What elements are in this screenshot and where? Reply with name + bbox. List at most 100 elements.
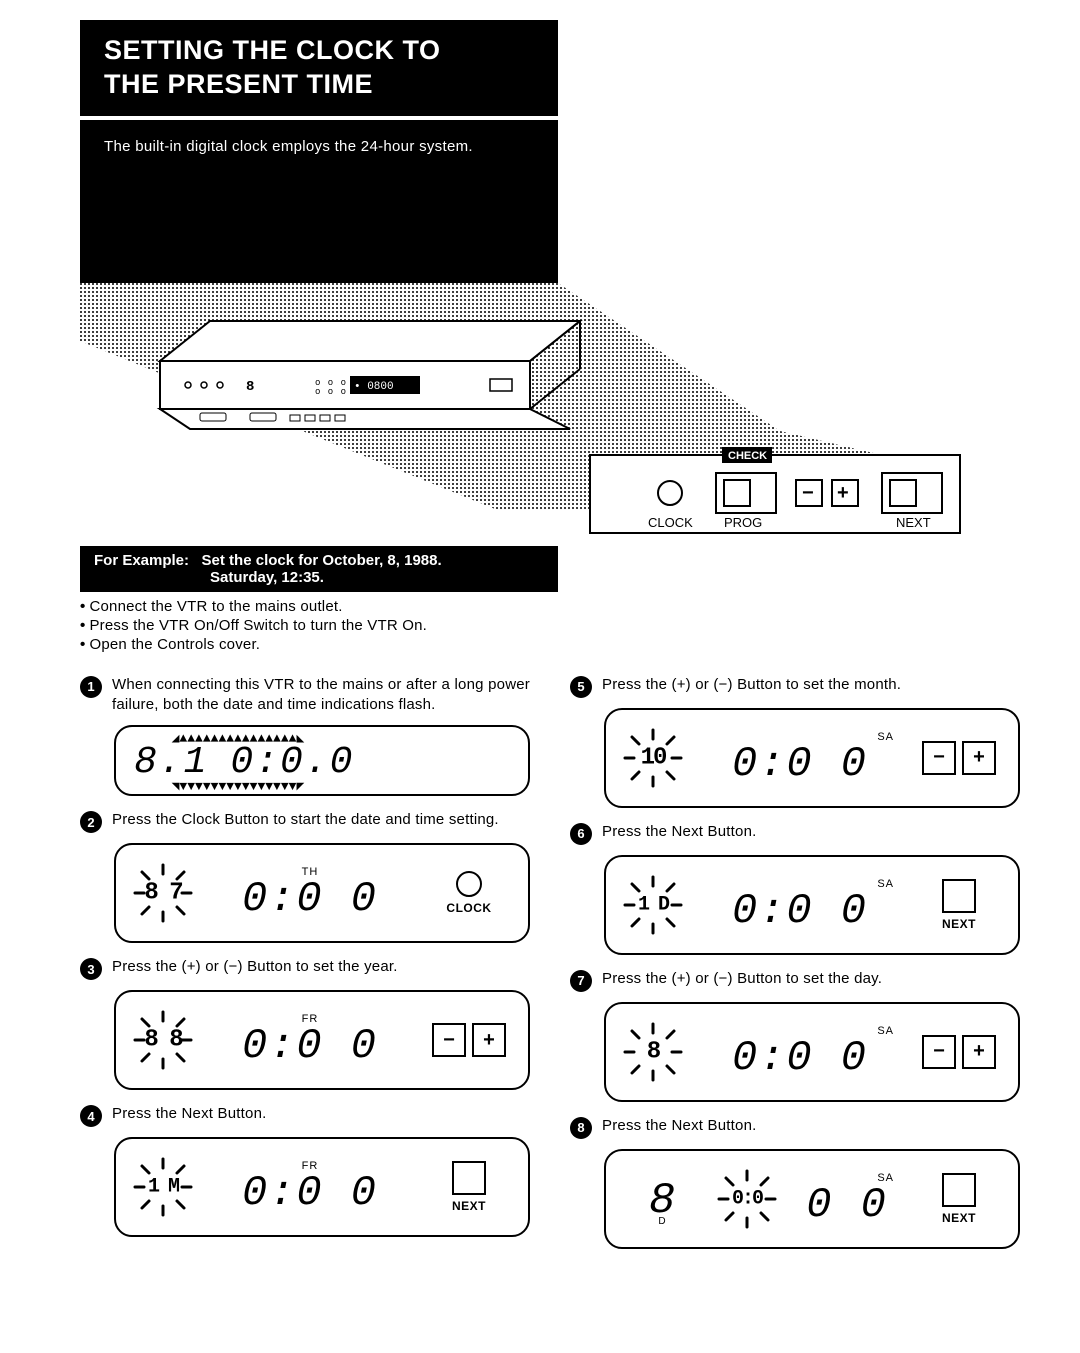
seg-display: 0:0 0 xyxy=(698,743,902,785)
step-3: 3 Press the (+) or (−) Button to set the… xyxy=(80,957,530,1090)
prelim-list: Connect the VTR to the mains outlet. Pre… xyxy=(80,598,540,653)
panel-controls: − + xyxy=(916,1035,1002,1069)
date-value: 8 D xyxy=(622,1176,702,1222)
example-bar: For Example: Set the clock for October, … xyxy=(80,546,558,592)
sun-indicator: 8 8 xyxy=(132,1009,194,1071)
flash-seg-left: 8.1 xyxy=(134,745,208,781)
next-label: NEXT xyxy=(942,1211,976,1225)
display-panel: 8 D 0:0 SA 0 0 xyxy=(604,1149,1020,1249)
step-number: 4 xyxy=(80,1105,102,1127)
sun-value: 8 8 xyxy=(144,1027,181,1054)
sun-indicator: 0:0 xyxy=(716,1168,778,1230)
seg-display: 0:0 0 xyxy=(208,1025,412,1067)
seg-display: 0:0 0 xyxy=(208,878,412,920)
panel-controls: − + xyxy=(916,741,1002,775)
sun-indicator: 10 xyxy=(622,727,684,789)
example-line2: Saturday, 12:35. xyxy=(210,569,544,586)
step-text: Press the Clock Button to start the date… xyxy=(112,810,499,830)
step-number: 2 xyxy=(80,811,102,833)
svg-text:+: + xyxy=(837,482,849,504)
next-button[interactable] xyxy=(452,1161,486,1195)
step-2: 2 Press the Clock Button to start the da… xyxy=(80,810,530,943)
display-panel: 8 8 FR 0:0 0 − + xyxy=(114,990,530,1090)
sun-value: 1 D xyxy=(638,893,668,916)
plus-button[interactable]: + xyxy=(962,1035,996,1069)
sun-value: 8 7 xyxy=(144,880,181,907)
next-label: NEXT xyxy=(452,1199,486,1213)
step-text: Press the Next Button. xyxy=(602,1116,756,1136)
sun-indicator: 8 xyxy=(622,1021,684,1083)
next-button[interactable] xyxy=(942,879,976,913)
minus-button[interactable]: − xyxy=(922,741,956,775)
sun-value: 1 M xyxy=(148,1176,178,1199)
step-text: Press the (+) or (−) Button to set the y… xyxy=(112,957,398,977)
svg-text:o o o: o o o xyxy=(315,387,347,397)
step-4: 4 Press the Next Button. 1 M xyxy=(80,1104,530,1237)
step-number: 1 xyxy=(80,676,102,698)
svg-text:• 0800: • 0800 xyxy=(354,381,394,393)
panel-controls: NEXT xyxy=(916,1173,1002,1225)
step-1: 1 When connecting this VTR to the mains … xyxy=(80,675,530,797)
display-panel: 1 M FR 0:0 0 NEXT xyxy=(114,1137,530,1237)
seg-display: 0:0 0 xyxy=(698,1037,902,1079)
hero-clock-label: CLOCK xyxy=(648,515,693,530)
flash-seg-right: 0:0.0 xyxy=(230,745,354,781)
title-block: SETTING THE CLOCK TO THE PRESENT TIME xyxy=(80,20,558,116)
step-5: 5 Press the (+) or (−) Button to set the… xyxy=(570,675,1020,808)
intro-text: The built-in digital clock employs the 2… xyxy=(104,138,473,155)
minus-button[interactable]: − xyxy=(432,1023,466,1057)
svg-text:8: 8 xyxy=(246,379,254,395)
prelim-item: Connect the VTR to the mains outlet. xyxy=(80,598,540,615)
step-text: Press the Next Button. xyxy=(112,1104,266,1124)
display-panel: 10 SA 0:0 0 − + xyxy=(604,708,1020,808)
page-title: SETTING THE CLOCK TO THE PRESENT TIME xyxy=(104,34,534,102)
sun-value: 0:0 xyxy=(732,1187,762,1210)
display-panel-flash: XX ◢▲▲▲▲▲▲▲▲▲▲▲▲▲▲▲◣ 8.1 0:0.0 XX ◥▼▼▼▼▼… xyxy=(114,725,530,796)
flash-tri-bot: ◥▼▼▼▼▼▼▼▼▼▼▼▼▼▼▼◤ xyxy=(172,781,305,793)
sun-value: 10 xyxy=(641,744,666,771)
step-number: 6 xyxy=(570,823,592,845)
seg-display: 0:0 0 xyxy=(208,1172,412,1214)
example-line1: Set the clock for October, 8, 1988. xyxy=(202,552,442,569)
example-prefix: For Example: xyxy=(94,552,189,569)
display-panel: 1 D SA 0:0 0 NEXT xyxy=(604,855,1020,955)
plus-button[interactable]: + xyxy=(472,1023,506,1057)
plus-button[interactable]: + xyxy=(962,741,996,775)
left-column: 1 When connecting this VTR to the mains … xyxy=(80,665,530,1263)
sun-indicator: 8 7 xyxy=(132,862,194,924)
display-panel: 8 SA 0:0 0 − + xyxy=(604,1002,1020,1102)
clock-label: CLOCK xyxy=(446,901,491,915)
title-line-1: SETTING THE CLOCK TO xyxy=(104,35,441,65)
step-number: 8 xyxy=(570,1117,592,1139)
sun-indicator: 1 M xyxy=(132,1156,194,1218)
seg-display: 0 0 xyxy=(792,1184,902,1226)
svg-text:−: − xyxy=(802,482,814,504)
prelim-item: Open the Controls cover. xyxy=(80,636,540,653)
seg-display: 0:0 0 xyxy=(698,890,902,932)
hero-next-label: NEXT xyxy=(896,515,931,530)
hero-illustration: 8 o o o o o o • 0800 xyxy=(80,211,1020,536)
sun-indicator: 1 D xyxy=(622,874,684,936)
next-label: NEXT xyxy=(942,917,976,931)
clock-led-icon xyxy=(456,871,482,897)
check-label: CHECK xyxy=(728,450,767,462)
step-7: 7 Press the (+) or (−) Button to set the… xyxy=(570,969,1020,1102)
step-8: 8 Press the Next Button. 8 D xyxy=(570,1116,1020,1249)
step-text: When connecting this VTR to the mains or… xyxy=(112,675,530,716)
title-line-2: THE PRESENT TIME xyxy=(104,69,373,99)
step-number: 7 xyxy=(570,970,592,992)
hero-prog-label: PROG xyxy=(724,515,762,530)
panel-controls: CLOCK xyxy=(426,871,512,915)
panel-controls: − + xyxy=(426,1023,512,1057)
sun-value: 8 xyxy=(647,1038,659,1065)
prelim-item: Press the VTR On/Off Switch to turn the … xyxy=(80,617,540,634)
minus-button[interactable]: − xyxy=(922,1035,956,1069)
step-text: Press the (+) or (−) Button to set the d… xyxy=(602,969,882,989)
next-button[interactable] xyxy=(942,1173,976,1207)
panel-controls: NEXT xyxy=(426,1161,512,1213)
right-column: 5 Press the (+) or (−) Button to set the… xyxy=(570,665,1020,1263)
panel-controls: NEXT xyxy=(916,879,1002,931)
step-6: 6 Press the Next Button. 1 D xyxy=(570,822,1020,955)
step-text: Press the (+) or (−) Button to set the m… xyxy=(602,675,901,695)
step-number: 3 xyxy=(80,958,102,980)
